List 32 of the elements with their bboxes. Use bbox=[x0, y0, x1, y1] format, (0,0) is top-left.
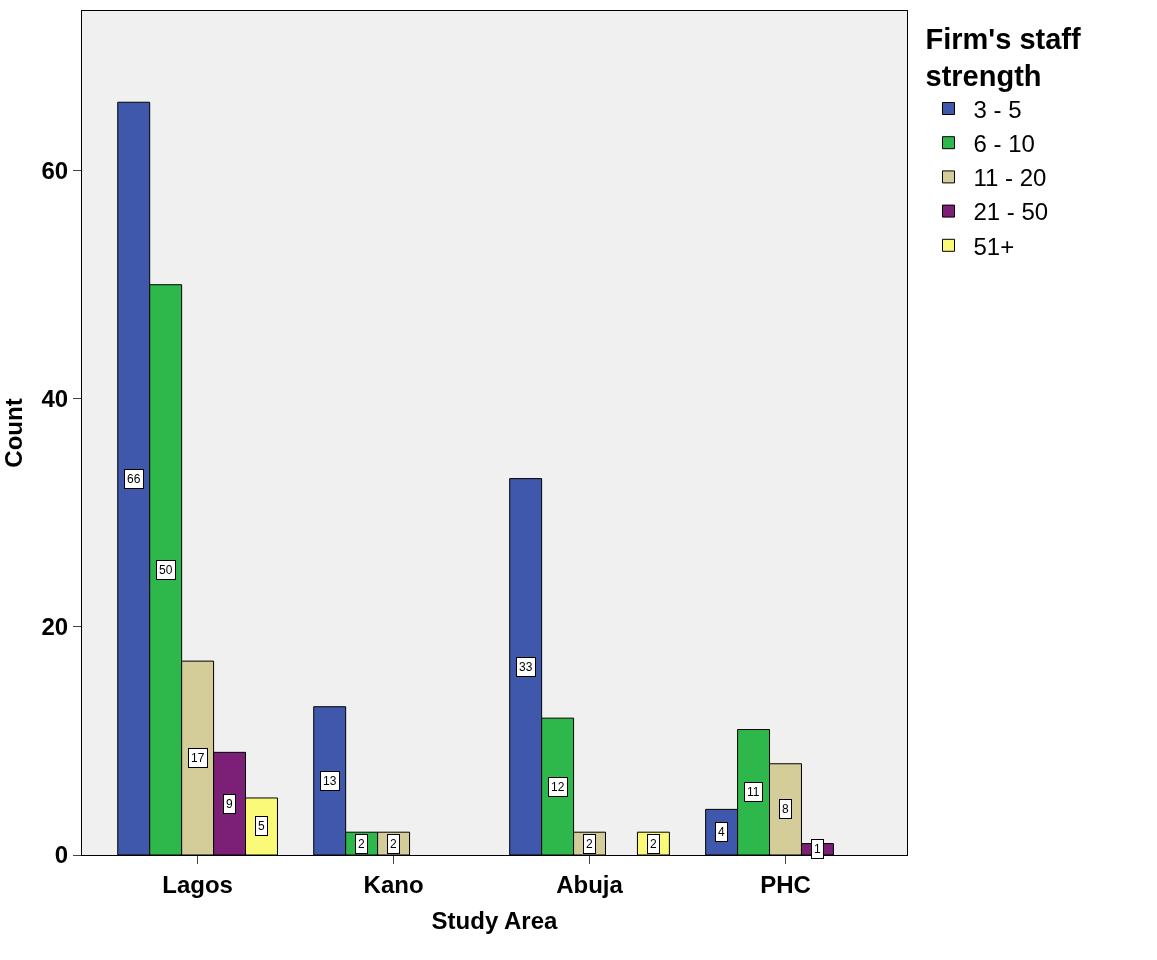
legend-label: 3 - 5 bbox=[973, 95, 1022, 123]
data-label: 50 bbox=[159, 563, 173, 577]
legend-label: 21 - 50 bbox=[973, 198, 1049, 226]
y-tick-label: 60 bbox=[41, 157, 69, 185]
data-label: 11 bbox=[747, 785, 760, 799]
data-label: 33 bbox=[519, 660, 533, 674]
data-label: 66 bbox=[127, 472, 141, 486]
x-tick-label: Kano bbox=[363, 870, 424, 898]
y-tick-label: 40 bbox=[41, 385, 69, 413]
data-label: 9 bbox=[226, 797, 233, 811]
x-tick-label: Lagos bbox=[162, 870, 233, 898]
data-label: 4 bbox=[718, 825, 725, 839]
legend-label: 11 - 20 bbox=[973, 164, 1047, 192]
data-label: 5 bbox=[258, 819, 265, 833]
y-tick-label: 0 bbox=[54, 841, 69, 869]
legend-label: 51+ bbox=[973, 232, 1015, 260]
legend-title: Firm's staff strength bbox=[925, 22, 1081, 93]
data-label: 1 bbox=[814, 842, 821, 856]
y-tick-label: 20 bbox=[41, 613, 69, 641]
data-label: 17 bbox=[191, 751, 205, 765]
data-label: 2 bbox=[650, 837, 657, 851]
y-axis-title: Count bbox=[0, 398, 27, 468]
x-axis-title: Study Area bbox=[431, 907, 559, 935]
data-label: 8 bbox=[782, 802, 789, 816]
data-label: 13 bbox=[323, 774, 337, 788]
data-label: 2 bbox=[586, 837, 593, 851]
x-tick-label: PHC bbox=[760, 870, 811, 898]
x-tick-label: Abuja bbox=[556, 870, 624, 898]
data-label: 2 bbox=[358, 837, 365, 851]
data-label: 2 bbox=[390, 837, 397, 851]
legend-label: 6 - 10 bbox=[973, 130, 1035, 158]
data-label: 12 bbox=[551, 780, 565, 794]
